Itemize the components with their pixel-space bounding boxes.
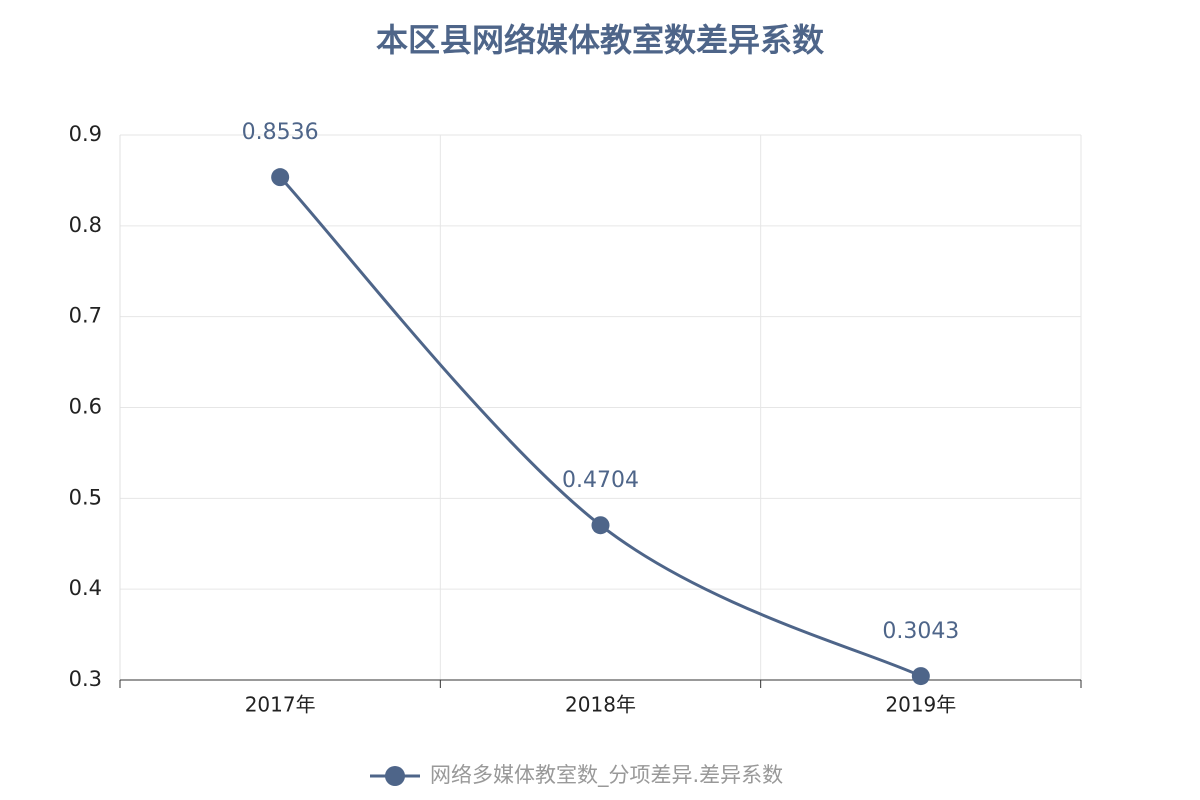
point — [591, 516, 610, 535]
y-tick-label: 0.5 — [69, 485, 102, 509]
x-tick-label: 2019年 — [885, 693, 956, 717]
legend-label: 网络多媒体教室数_分项差异.差异系数 — [430, 763, 783, 788]
point — [911, 667, 930, 686]
y-tick-label: 0.3 — [69, 667, 102, 691]
y-tick-label: 0.8 — [69, 213, 102, 237]
line — [279, 176, 922, 678]
y-tick-label: 0.9 — [69, 122, 102, 146]
data-label: 0.4704 — [562, 468, 639, 493]
data-label: 0.3043 — [882, 619, 959, 644]
legend-marker — [385, 766, 405, 786]
x-tick-label: 2018年 — [565, 693, 636, 717]
y-tick-label: 0.6 — [69, 395, 102, 419]
y-tick-label: 0.7 — [69, 304, 102, 328]
x-tick-label: 2017年 — [245, 693, 316, 717]
data-label: 0.8536 — [242, 120, 319, 145]
chart-title: 本区县网络媒体教室数差异系数 — [376, 21, 825, 59]
point — [271, 168, 290, 187]
y-tick-label: 0.4 — [69, 576, 102, 600]
